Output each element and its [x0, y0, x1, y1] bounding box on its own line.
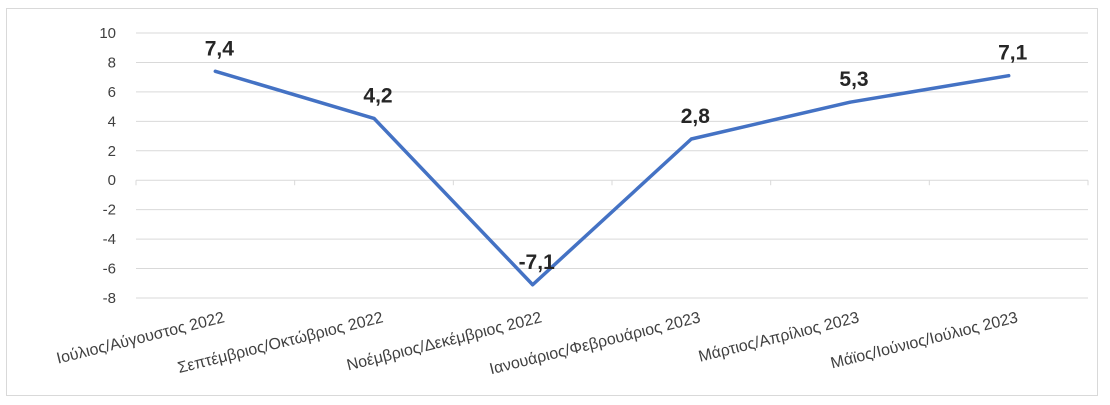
grid-layer: [135, 32, 1089, 299]
data-point: [213, 69, 217, 73]
y-tick-label: 0: [108, 172, 116, 189]
data-label: 4,2: [363, 84, 392, 107]
series-line: [213, 69, 1011, 287]
data-point: [848, 100, 852, 104]
data-labels: 7,4 4,2 -7,1 2,8 5,3 7,1: [205, 37, 1028, 273]
y-tick-label: 8: [108, 54, 116, 71]
y-tick-label: -2: [103, 202, 116, 219]
data-label: 2,8: [681, 105, 711, 128]
data-point: [531, 283, 535, 287]
y-tick-label: 10: [99, 25, 116, 42]
y-tick-label: -6: [103, 261, 116, 278]
y-tick-label: -8: [103, 290, 116, 307]
series-layer: [213, 69, 1011, 287]
data-point: [1007, 74, 1011, 78]
y-tick-label: 6: [108, 84, 116, 101]
data-label: 7,4: [205, 37, 235, 60]
data-label: 7,1: [998, 42, 1028, 65]
y-tick-label: -4: [103, 231, 116, 248]
data-label: -7,1: [519, 251, 556, 274]
y-tick-label: 2: [108, 143, 116, 160]
y-tick-label: 4: [108, 113, 116, 130]
y-axis-ticks: 10 8 6 4 2 0 -2 -4 -6 -8: [99, 25, 116, 307]
data-point: [372, 116, 376, 120]
data-point: [689, 137, 693, 141]
chart-frame: [6, 8, 1098, 396]
data-label: 5,3: [839, 68, 868, 91]
x-axis-ticks: Ιούλιος/Αύγουστος 2022Σεπτέμβριος/Οκτώβρ…: [55, 309, 1020, 378]
